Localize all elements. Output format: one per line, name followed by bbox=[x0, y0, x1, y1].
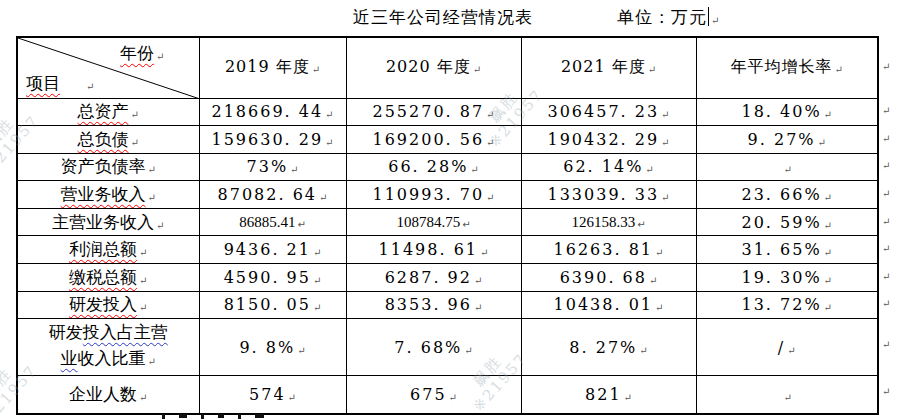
table-cell[interactable]: 7. 68%↵ bbox=[346, 319, 521, 376]
table-cell[interactable]: 8150. 05↵ bbox=[199, 291, 346, 319]
column-header-2021[interactable]: 2021 年度↵ bbox=[521, 37, 696, 98]
table-row: 总负债↵159630. 29↵169200. 56↵190432. 29↵9. … bbox=[17, 126, 878, 154]
column-header-2020[interactable]: 2020 年度↵ bbox=[346, 37, 521, 98]
table-cell[interactable]: 6390. 68↵ bbox=[521, 264, 696, 292]
table-cell[interactable]: 9. 8%↵ bbox=[199, 319, 346, 376]
table-cell[interactable]: 20. 59%↵ bbox=[696, 208, 878, 236]
table-cell[interactable]: 126158.33↵ bbox=[521, 208, 696, 236]
table-cell[interactable]: 62. 14%↵ bbox=[521, 153, 696, 181]
row-label[interactable]: 研发投入占主营业收入比重↵ bbox=[17, 319, 199, 376]
table-cell[interactable]: 133039. 33↵ bbox=[521, 181, 696, 209]
row-end-paragraph-mark-icon: ↵ bbox=[882, 105, 890, 116]
table-cell[interactable]: 11498. 61↵ bbox=[346, 236, 521, 264]
table-cell[interactable]: 73%↵ bbox=[199, 153, 346, 181]
table-cell[interactable]: 86885.41↵ bbox=[199, 208, 346, 236]
table-cell[interactable]: 6287. 92↵ bbox=[346, 264, 521, 292]
table-cell[interactable]: 574↵ bbox=[199, 376, 346, 415]
table-cell[interactable]: 821↵ bbox=[521, 376, 696, 415]
row-end-paragraph-mark-icon: ↵ bbox=[882, 386, 890, 397]
table-row: 研发投入↵8150. 05↵8353. 96↵10438. 01↵13. 72%… bbox=[17, 291, 878, 319]
table-row: 企业人数↵574↵675↵821↵↵ bbox=[17, 376, 878, 415]
table-cell[interactable]: 18. 40%↵ bbox=[696, 98, 878, 126]
table-cell[interactable]: 675↵ bbox=[346, 376, 521, 415]
row-end-paragraph-mark-icon: ↵ bbox=[882, 188, 890, 199]
row-label[interactable]: 企业人数↵ bbox=[17, 376, 199, 415]
table-cell[interactable]: ↵ bbox=[696, 376, 878, 415]
corner-item-label: 项目↵ bbox=[26, 72, 94, 95]
table-cell[interactable]: 66. 28%↵ bbox=[346, 153, 521, 181]
table-row: 资产负债率↵73%↵66. 28%↵62. 14%↵↵ bbox=[17, 153, 878, 181]
clipped-text-fragment bbox=[162, 414, 264, 419]
row-end-paragraph-mark-icon: ↵ bbox=[882, 216, 890, 227]
table-row: 利润总额↵9436. 21↵11498. 61↵16263. 81↵31. 65… bbox=[17, 236, 878, 264]
row-label[interactable]: 总资产↵ bbox=[17, 98, 199, 126]
row-label[interactable]: 总负债↵ bbox=[17, 126, 199, 154]
table-cell[interactable]: 9. 27%↵ bbox=[696, 126, 878, 154]
table-row: 主营业务收入↵86885.41↵108784.75↵126158.33↵20. … bbox=[17, 208, 878, 236]
row-label[interactable]: 资产负债率↵ bbox=[17, 153, 199, 181]
table-cell[interactable]: 159630. 29↵ bbox=[199, 126, 346, 154]
row-end-paragraph-mark-icon: ↵ bbox=[882, 61, 890, 72]
row-end-paragraph-mark-icon: ↵ bbox=[882, 339, 890, 350]
table-row: 营业务收入↵87082. 64↵110993. 70↵133039. 33↵23… bbox=[17, 181, 878, 209]
row-end-paragraph-mark-icon: ↵ bbox=[882, 243, 890, 254]
table-cell[interactable]: 9436. 21↵ bbox=[199, 236, 346, 264]
document-page: 近三年公司经营情况表 单位：万元↵ 年份↵ 项目↵ 2019 年度↵ 2020 … bbox=[0, 0, 913, 420]
row-end-marks: ↵ ↵ ↵ ↵ ↵ ↵ ↵ ↵ ↵ ↵ ↵ bbox=[882, 36, 890, 410]
table-cell[interactable]: 13. 72%↵ bbox=[696, 291, 878, 319]
table-cell[interactable]: /↵ bbox=[696, 319, 878, 376]
unit-label: 单位：万元↵ bbox=[617, 6, 719, 29]
table-cell[interactable]: 306457. 23↵ bbox=[521, 98, 696, 126]
table-row: 总资产↵218669. 44↵255270. 87↵306457. 23↵18.… bbox=[17, 98, 878, 126]
row-end-paragraph-mark-icon: ↵ bbox=[882, 160, 890, 171]
operating-data-table: 年份↵ 项目↵ 2019 年度↵ 2020 年度↵ 2021 年度↵ 年平均增长… bbox=[16, 36, 879, 415]
text-caret[interactable] bbox=[708, 7, 709, 26]
corner-year-label: 年份↵ bbox=[120, 42, 164, 65]
table-cell[interactable]: 8353. 96↵ bbox=[346, 291, 521, 319]
table-cell[interactable]: 23. 66%↵ bbox=[696, 181, 878, 209]
column-header-2019[interactable]: 2019 年度↵ bbox=[199, 37, 346, 98]
corner-cell-year-item[interactable]: 年份↵ 项目↵ bbox=[17, 37, 199, 98]
table-cell[interactable]: 255270. 87↵ bbox=[346, 98, 521, 126]
table-row: 研发投入占主营业收入比重↵9. 8%↵7. 68%↵8. 27%↵/↵ bbox=[17, 319, 878, 376]
row-label[interactable]: 利润总额↵ bbox=[17, 236, 199, 264]
table-cell[interactable]: 218669. 44↵ bbox=[199, 98, 346, 126]
table-cell[interactable]: 169200. 56↵ bbox=[346, 126, 521, 154]
table-cell[interactable]: 108784.75↵ bbox=[346, 208, 521, 236]
table-cell[interactable]: 4590. 95↵ bbox=[199, 264, 346, 292]
row-end-paragraph-mark-icon: ↵ bbox=[882, 271, 890, 282]
table-cell[interactable]: 31. 65%↵ bbox=[696, 236, 878, 264]
header-row: 年份↵ 项目↵ 2019 年度↵ 2020 年度↵ 2021 年度↵ 年平均增长… bbox=[17, 37, 878, 98]
table-cell[interactable]: ↵ bbox=[696, 153, 878, 181]
table-row: 缴税总额↵4590. 95↵6287. 92↵6390. 68↵19. 30%↵ bbox=[17, 264, 878, 292]
table-cell[interactable]: 10438. 01↵ bbox=[521, 291, 696, 319]
row-label[interactable]: 主营业务收入↵ bbox=[17, 208, 199, 236]
title-row: 近三年公司经营情况表 单位：万元↵ bbox=[0, 6, 913, 29]
row-label[interactable]: 营业务收入↵ bbox=[17, 181, 199, 209]
table-cell[interactable]: 87082. 64↵ bbox=[199, 181, 346, 209]
table-cell[interactable]: 19. 30%↵ bbox=[696, 264, 878, 292]
paragraph-mark-icon: ↵ bbox=[711, 15, 719, 26]
row-label[interactable]: 缴税总额↵ bbox=[17, 264, 199, 292]
row-label[interactable]: 研发投入↵ bbox=[17, 291, 199, 319]
table-cell[interactable]: 8. 27%↵ bbox=[521, 319, 696, 376]
column-header-growth-rate[interactable]: 年平均增长率↵ bbox=[696, 37, 878, 98]
page-title: 近三年公司经营情况表 bbox=[353, 6, 533, 29]
table-cell[interactable]: 16263. 81↵ bbox=[521, 236, 696, 264]
row-end-paragraph-mark-icon: ↵ bbox=[882, 133, 890, 144]
row-end-paragraph-mark-icon: ↵ bbox=[882, 298, 890, 309]
table-cell[interactable]: 110993. 70↵ bbox=[346, 181, 521, 209]
table-cell[interactable]: 190432. 29↵ bbox=[521, 126, 696, 154]
